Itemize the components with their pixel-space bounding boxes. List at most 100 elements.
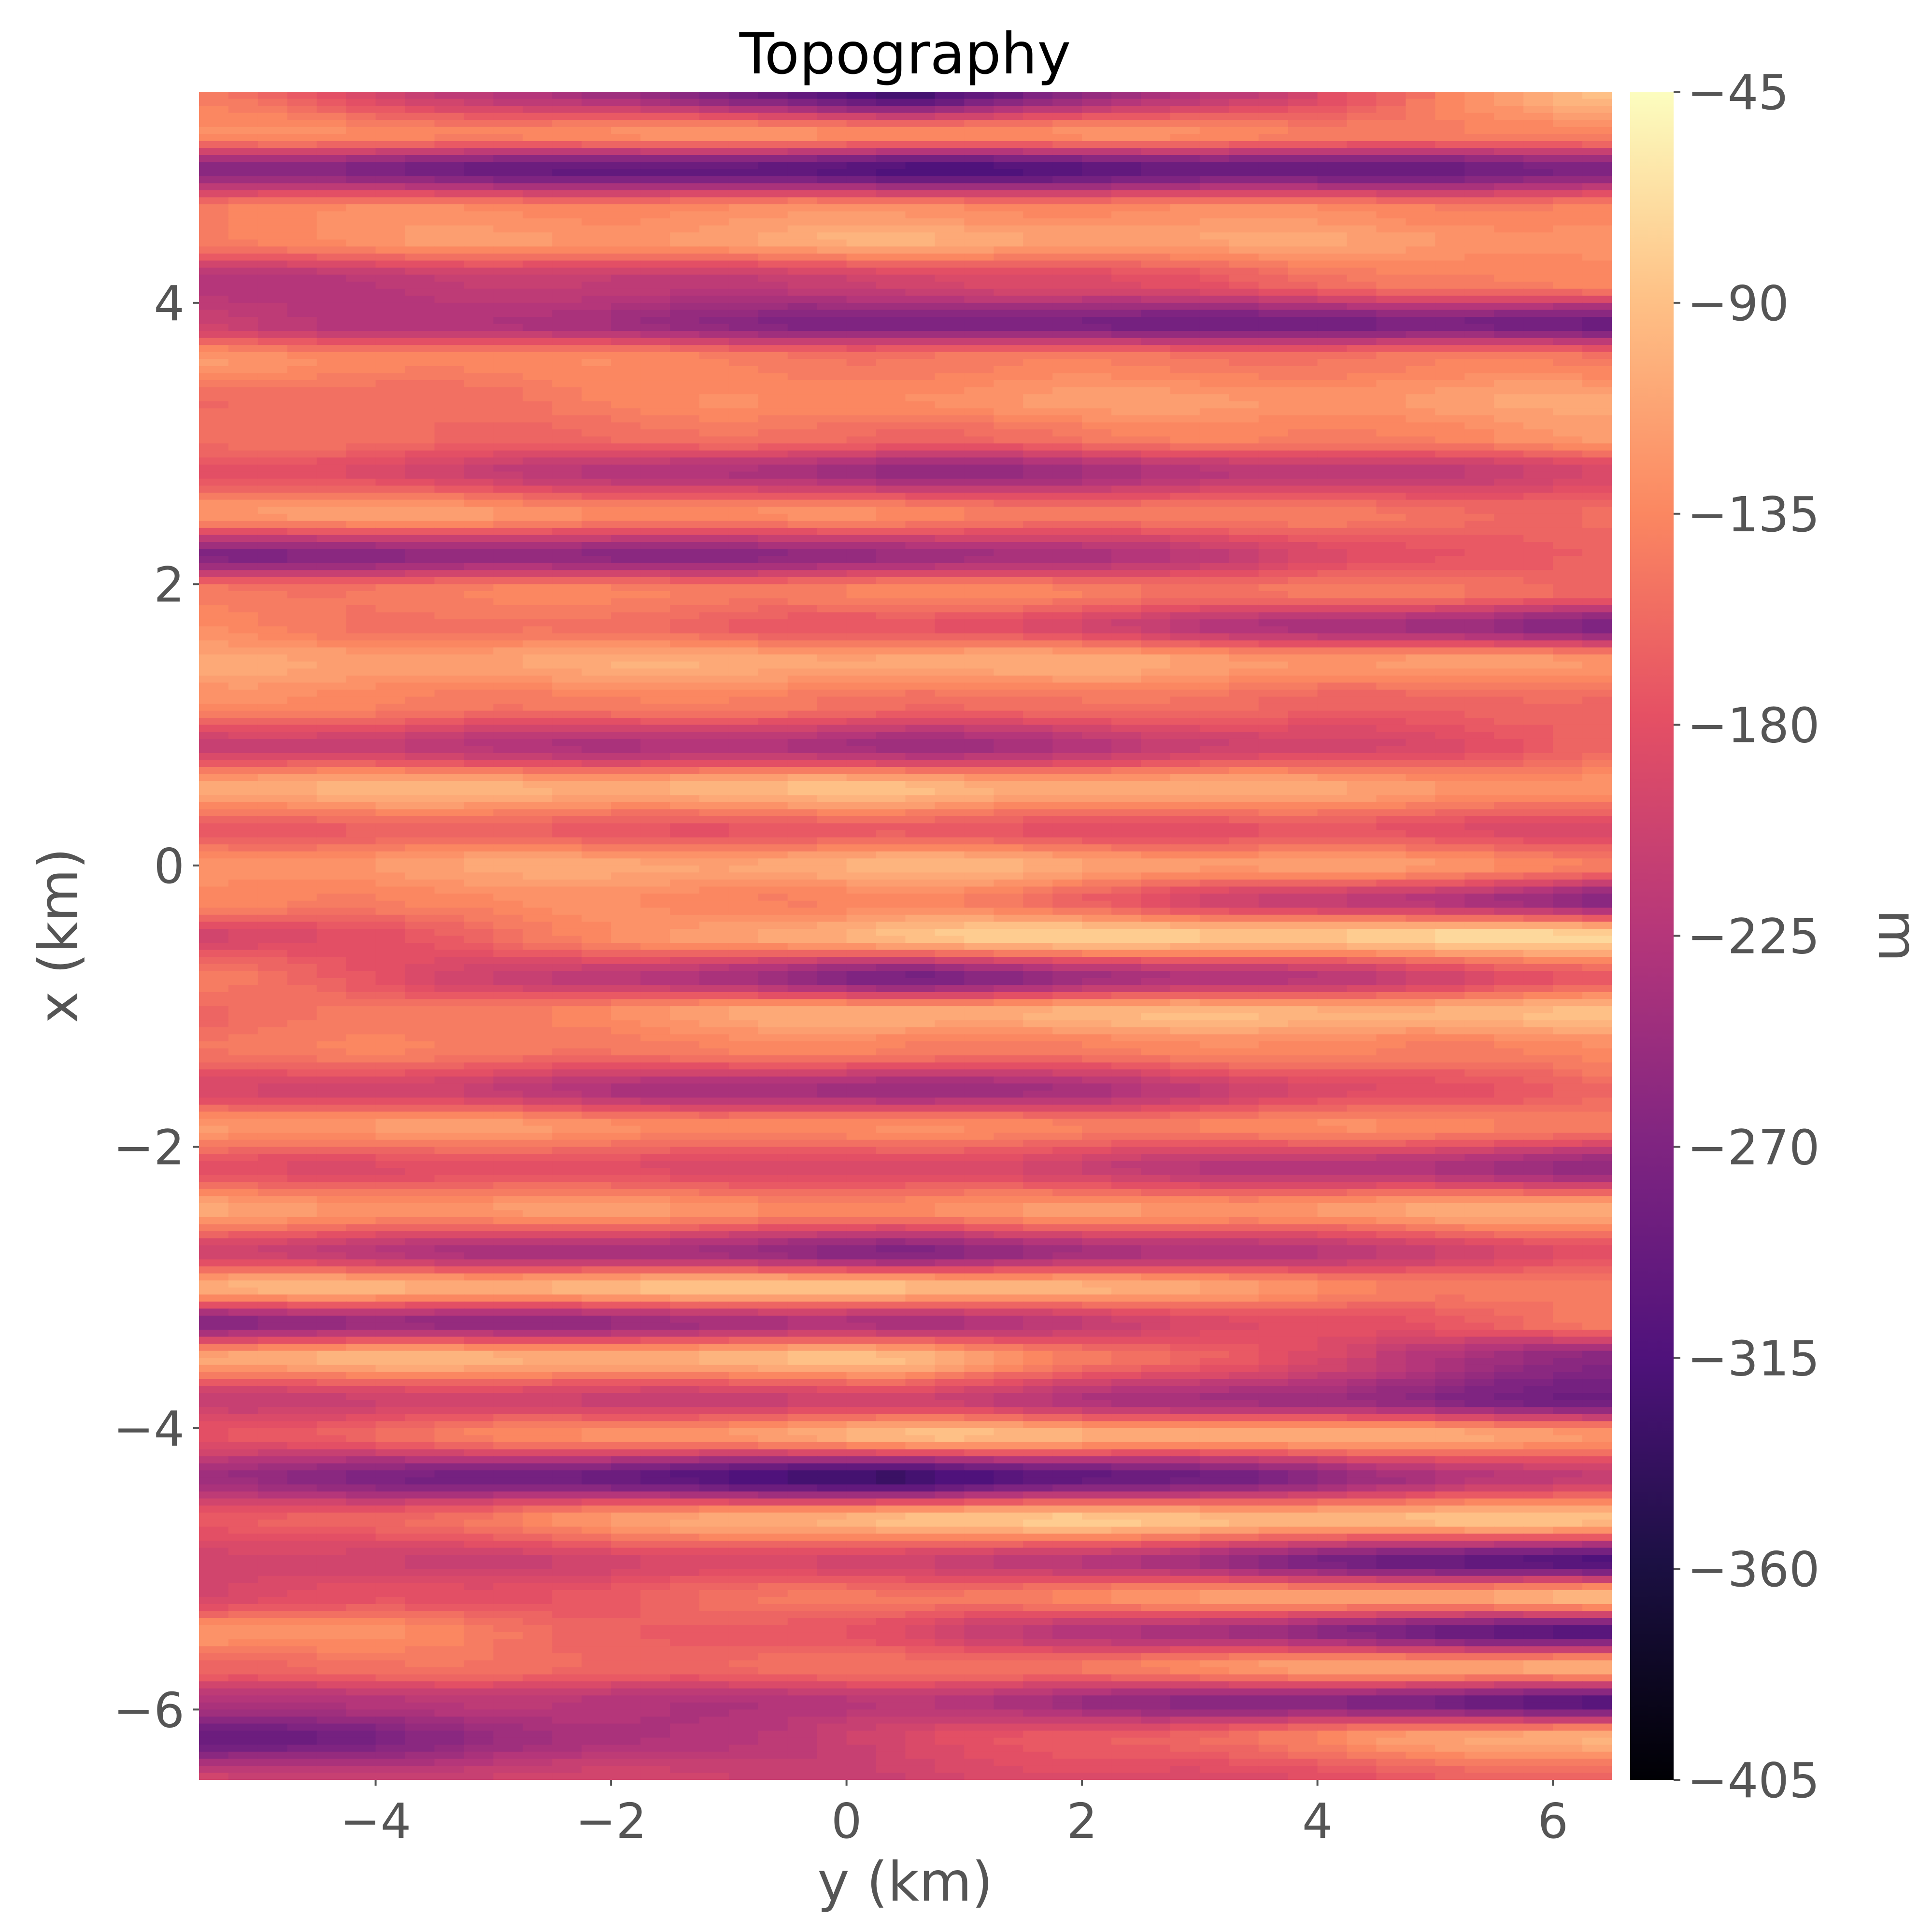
heatmap-cell bbox=[405, 113, 435, 121]
heatmap-cell bbox=[1288, 703, 1318, 711]
heatmap-cell bbox=[228, 471, 258, 479]
heatmap-cell bbox=[640, 591, 670, 599]
heatmap-cell bbox=[434, 549, 465, 557]
heatmap-cell bbox=[582, 436, 612, 444]
heatmap-cell bbox=[464, 535, 494, 542]
heatmap-cell bbox=[1170, 436, 1200, 444]
heatmap-cell bbox=[552, 380, 582, 388]
heatmap-cell bbox=[493, 120, 524, 128]
heatmap-cell bbox=[464, 324, 494, 332]
heatmap-cell bbox=[1347, 668, 1377, 676]
heatmap-cell bbox=[1229, 197, 1259, 205]
heatmap-cell bbox=[876, 774, 906, 782]
heatmap-cell bbox=[1553, 324, 1583, 332]
heatmap-cell bbox=[1553, 253, 1583, 261]
heatmap-cell bbox=[228, 148, 258, 156]
heatmap-cell bbox=[464, 310, 494, 317]
heatmap-cell bbox=[994, 689, 1024, 697]
heatmap-cell bbox=[228, 767, 258, 775]
heatmap-cell bbox=[1111, 542, 1141, 550]
heatmap-cell bbox=[1023, 527, 1053, 536]
heatmap-cell bbox=[1406, 155, 1436, 163]
heatmap-cell bbox=[1258, 387, 1289, 395]
heatmap-cell bbox=[640, 788, 670, 796]
heatmap-cell bbox=[787, 619, 818, 627]
heatmap-cell bbox=[316, 513, 347, 522]
heatmap-cell bbox=[552, 197, 582, 205]
heatmap-cell bbox=[493, 232, 524, 240]
heatmap-cell bbox=[375, 795, 406, 803]
heatmap-cell bbox=[434, 268, 465, 275]
heatmap-cell bbox=[346, 718, 376, 725]
heatmap-cell bbox=[493, 668, 524, 676]
heatmap-cell bbox=[523, 556, 553, 564]
heatmap-cell bbox=[257, 527, 288, 536]
heatmap-cell bbox=[1523, 204, 1554, 212]
heatmap-cell bbox=[1288, 260, 1318, 269]
heatmap-cell bbox=[935, 106, 965, 114]
heatmap-cell bbox=[375, 443, 406, 451]
heatmap-cell bbox=[228, 204, 258, 212]
heatmap-cell bbox=[405, 134, 435, 142]
heatmap-cell bbox=[1023, 696, 1053, 704]
heatmap-cell bbox=[1229, 324, 1259, 332]
heatmap-cell bbox=[1464, 563, 1495, 571]
heatmap-cell bbox=[1082, 422, 1112, 430]
heatmap-cell bbox=[1347, 169, 1377, 177]
heatmap-cell bbox=[523, 647, 553, 655]
heatmap-cell bbox=[994, 127, 1024, 135]
heatmap-cell bbox=[287, 380, 317, 388]
heatmap-cell bbox=[1435, 556, 1465, 564]
heatmap-cell bbox=[787, 640, 818, 648]
heatmap-cell bbox=[493, 141, 524, 149]
heatmap-cell bbox=[1111, 373, 1141, 381]
heatmap-cell bbox=[257, 521, 288, 528]
heatmap-cell bbox=[257, 274, 288, 283]
heatmap-cell bbox=[552, 162, 582, 170]
heatmap-cell bbox=[552, 689, 582, 697]
heatmap-cell bbox=[552, 661, 582, 669]
heatmap-cell bbox=[640, 155, 670, 163]
heatmap-cell bbox=[375, 746, 406, 753]
heatmap-cell bbox=[1494, 795, 1524, 803]
heatmap-cell bbox=[434, 605, 465, 613]
heatmap-cell bbox=[611, 753, 641, 761]
heatmap-cell bbox=[1494, 774, 1524, 782]
heatmap-cell bbox=[1435, 760, 1465, 767]
heatmap-cell bbox=[670, 204, 700, 212]
heatmap-cell bbox=[464, 549, 494, 557]
heatmap-cell bbox=[582, 710, 612, 719]
heatmap-cell bbox=[1347, 535, 1377, 542]
heatmap-cell bbox=[1582, 619, 1612, 627]
heatmap-cell bbox=[1406, 310, 1436, 317]
heatmap-cell bbox=[523, 268, 553, 275]
heatmap-cell bbox=[228, 542, 258, 550]
heatmap-cell bbox=[523, 380, 553, 388]
heatmap-cell bbox=[316, 563, 347, 571]
heatmap-cell bbox=[1494, 612, 1524, 620]
heatmap-cell bbox=[1376, 682, 1406, 690]
heatmap-cell bbox=[199, 197, 229, 205]
heatmap-cell bbox=[1553, 141, 1583, 149]
heatmap-cell bbox=[1582, 661, 1612, 669]
heatmap-cell bbox=[1317, 359, 1348, 367]
heatmap-cell bbox=[964, 310, 994, 317]
heatmap-cell bbox=[1494, 373, 1524, 381]
heatmap-cell bbox=[640, 352, 670, 360]
heatmap-cell bbox=[493, 640, 524, 648]
heatmap-cell bbox=[1170, 788, 1200, 796]
heatmap-cell bbox=[846, 718, 877, 725]
heatmap-cell bbox=[670, 324, 700, 332]
heatmap-cell bbox=[523, 703, 553, 711]
heatmap-cell bbox=[316, 647, 347, 655]
heatmap-cell bbox=[1023, 591, 1053, 599]
heatmap-cell bbox=[1258, 493, 1289, 500]
heatmap-cell bbox=[228, 239, 258, 247]
heatmap-cell bbox=[199, 619, 229, 627]
heatmap-cell bbox=[1199, 155, 1230, 163]
heatmap-cell bbox=[1082, 682, 1112, 690]
heatmap-cell bbox=[405, 457, 435, 465]
heatmap-cell bbox=[670, 485, 700, 494]
heatmap-cell bbox=[640, 577, 670, 585]
heatmap-cell bbox=[640, 675, 670, 683]
